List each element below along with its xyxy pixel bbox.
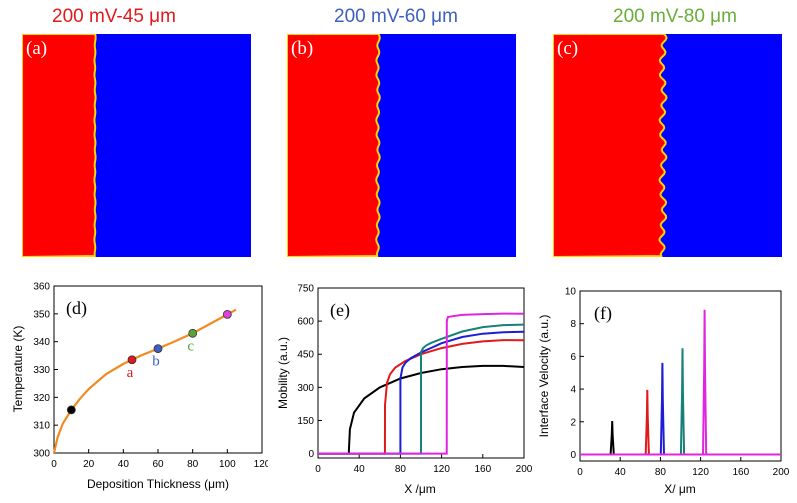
temperature-plot: 0 20 40 60 80 100 120 300 310 320 330 340 350 360 a b c… [11,282,268,492]
panel-c-title: 200 mV-80 μm [613,6,737,27]
x-tick-label: 40 [118,459,130,470]
x-tick-label: 120 [433,464,450,475]
data-point [153,344,163,354]
y-tick-label: 310 [33,421,50,432]
data-point [127,355,137,365]
panel-a-label: (a) [26,38,48,59]
x-tick-label: 100 [219,459,236,470]
panel-f-label: (f) [594,303,612,324]
x-tick-label: 20 [83,459,95,470]
x-tick-label: 0 [577,467,583,478]
velocity-peak [659,362,665,455]
y-tick-label: 4 [570,385,576,396]
plot-d-ylabel: Temperature (K) [11,326,25,413]
phase-field-a: (a) [22,34,251,257]
x-tick-label: 0 [315,464,321,475]
temperature-curve [52,308,237,454]
y-tick-label: 150 [297,416,314,427]
y-tick-label: 300 [297,383,314,394]
velocity-peak [644,389,650,455]
phase-field-b: (b) [287,34,516,257]
phase-field-c: (c) [553,34,782,257]
plot-e-ylabel: Mobility (a.u.) [276,337,290,409]
phase-field-c-svg [553,34,782,257]
plot-f-xlabel: X/ μm [664,482,696,496]
y-tick-label: 0 [308,449,314,460]
y-tick-label: 340 [33,337,50,348]
plot-f-frame [579,290,782,462]
data-point [188,328,198,338]
x-tick-label: 80 [187,459,199,470]
y-tick-label: 8 [570,319,576,330]
x-tick-label: 80 [395,464,407,475]
point-label: a [127,365,134,381]
mobility-series-black [318,364,525,455]
phase-c-left [553,34,668,257]
y-tick-label: 350 [33,309,50,320]
y-tick-label: 360 [33,282,50,293]
y-tick-label: 0 [570,450,576,461]
velocity-peak [609,420,615,455]
y-tick-label: 330 [33,365,50,376]
velocity-peak [702,309,708,455]
plot-d-xlabel: Deposition Thickness (μm) [87,477,229,491]
mobility-series-blue [318,330,525,455]
panel-c-label: (c) [557,38,579,59]
panel-a-title: 200 mV-45 μm [52,6,176,27]
panel-b-label: (b) [291,38,314,59]
x-tick-label: 160 [474,464,491,475]
y-tick-label: 750 [297,284,314,295]
y-tick-label: 300 [33,449,50,460]
panel-e-label: (e) [330,300,350,321]
mobility-series-magenta [318,312,525,455]
data-point [222,309,232,319]
x-tick-label: 60 [152,459,164,470]
velocity-plot: 0 40 80 120 160 200 0 2 4 6 8 10 (f) X/ μm Interfac… [537,287,790,497]
x-tick-label: 120 [692,467,709,478]
point-label: b [152,354,160,370]
x-tick-label: 200 [773,467,790,478]
x-tick-label: 160 [732,467,749,478]
x-tick-label: 80 [655,467,667,478]
point-label: c [187,338,194,354]
y-tick-label: 320 [33,393,50,404]
phase-b-left [287,34,381,257]
y-tick-label: 10 [565,287,577,298]
phase-a-left [22,34,97,257]
x-tick-label: 40 [354,464,366,475]
x-tick-label: 200 [516,464,533,475]
y-tick-label: 6 [570,352,576,363]
x-tick-label: 40 [615,467,627,478]
mobility-series-teal [318,323,525,455]
velocity-peak [679,348,686,455]
data-point [66,405,76,415]
plot-e-frame [317,287,525,459]
plot-e-xlabel: X /μm [404,482,436,496]
y-tick-label: 2 [570,417,576,428]
x-tick-label: 120 [254,459,268,470]
mobility-series-red [318,339,525,455]
phase-field-b-svg [287,34,516,257]
phase-field-a-svg [22,34,251,257]
panel-d-label: (d) [66,298,87,319]
panel-b-title: 200 mV-60 μm [334,6,458,27]
y-tick-label: 450 [297,350,314,361]
mobility-plot: 0 40 80 120 160 200 0 150 300 450 600 750 (e) X /μm… [276,284,533,497]
x-tick-label: 0 [51,459,57,470]
y-tick-label: 600 [297,317,314,328]
plot-f-ylabel: Interface Velocity (a.u.) [537,315,551,438]
